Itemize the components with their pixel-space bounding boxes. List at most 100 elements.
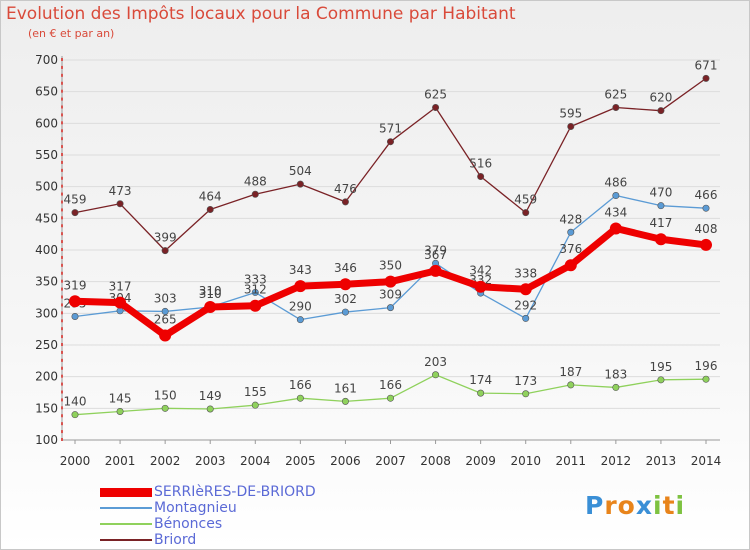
point-b-nonces-2006 (341, 397, 349, 405)
legend-label-serrieres: SERRIèRES-DE-BRIORD (154, 484, 316, 500)
y-minor-tick (61, 81, 63, 85)
series-montagnieu: 2953043033103332903023093793322924284864… (64, 176, 717, 324)
y-minor-tick (61, 406, 63, 410)
data-label-briord-2004: 488 (244, 174, 267, 188)
point-b-nonces-2010 (522, 390, 530, 398)
y-minor-tick (61, 382, 63, 386)
data-label-montagnieu-2011: 428 (559, 212, 582, 226)
data-label-briord-2006: 476 (334, 182, 357, 196)
data-label-serri-res-de-briord-2014: 408 (695, 222, 718, 236)
point-briord-2013 (657, 107, 665, 115)
x-tick-label-2002: 2002 (150, 454, 181, 468)
y-tick-label-600: 600 (35, 116, 58, 130)
x-tick-label-2001: 2001 (105, 454, 136, 468)
y-minor-tick (61, 319, 63, 323)
data-label-briord-2011: 595 (559, 107, 582, 121)
logo-letter-p: P (585, 491, 605, 520)
y-minor-ticks (61, 58, 63, 441)
data-label-b-nonces-2001: 145 (109, 392, 132, 406)
y-minor-tick (61, 414, 63, 418)
y-minor-tick (61, 279, 63, 283)
data-label-serri-res-de-briord-2008: 367 (424, 248, 447, 262)
y-minor-tick (61, 422, 63, 426)
y-tick-label-300: 300 (35, 306, 58, 320)
y-minor-tick (61, 176, 63, 180)
data-label-serri-res-de-briord-2012: 434 (604, 205, 627, 219)
data-label-montagnieu-2004: 333 (244, 272, 267, 286)
x-tick-label-2014: 2014 (691, 454, 722, 468)
y-minor-tick (61, 129, 63, 133)
proxiti-logo: Proxiti (585, 491, 685, 520)
legend-swatch-benonces (100, 523, 152, 525)
data-label-briord-2005: 504 (289, 164, 312, 178)
data-label-briord-2013: 620 (649, 91, 672, 105)
point-serri-res-de-briord-2006 (339, 278, 352, 291)
point-serri-res-de-briord-2005 (294, 280, 307, 293)
point-b-nonces-2004 (251, 401, 259, 409)
data-label-montagnieu-2006: 302 (334, 292, 357, 306)
point-montagnieu-2004 (251, 288, 259, 296)
point-serri-res-de-briord-2011 (564, 259, 577, 272)
legend-label-montagnieu: Montagnieu (154, 500, 237, 516)
point-b-nonces-2002 (161, 404, 169, 412)
x-tick-label-2006: 2006 (330, 454, 361, 468)
point-montagnieu-2014 (702, 204, 710, 212)
y-tick-label-250: 250 (35, 338, 58, 352)
x-tick-label-2008: 2008 (420, 454, 451, 468)
point-b-nonces-2009 (477, 389, 485, 397)
y-minor-tick (61, 335, 63, 339)
data-label-serri-res-de-briord-2011: 376 (559, 242, 582, 256)
y-tick-label-550: 550 (35, 148, 58, 162)
point-montagnieu-2010 (522, 314, 530, 322)
data-label-serri-res-de-briord-2002: 265 (154, 313, 177, 327)
point-briord-2005 (296, 180, 304, 188)
y-minor-tick (61, 200, 63, 204)
series-b-nonces: 140 145 150 149 155 166 161 166 203 174 173 187 183 1… (64, 355, 718, 419)
point-montagnieu-2007 (386, 304, 394, 312)
y-minor-tick (61, 350, 63, 354)
point-montagnieu-2005 (296, 316, 304, 324)
point-serri-res-de-briord-2000 (69, 295, 81, 308)
y-minor-tick (61, 438, 63, 441)
x-tick-label-2007: 2007 (375, 454, 406, 468)
y-minor-tick (61, 255, 63, 259)
data-label-b-nonces-2000: 140 (64, 395, 87, 409)
data-label-b-nonces-2014: 196 (695, 359, 718, 373)
point-briord-2003 (206, 205, 214, 213)
y-minor-tick (61, 311, 63, 315)
data-label-b-nonces-2003: 149 (199, 389, 222, 403)
point-briord-2008 (432, 104, 440, 112)
data-label-serri-res-de-briord-2006: 346 (334, 261, 357, 275)
point-briord-2009 (477, 173, 485, 181)
y-tick-label-650: 650 (35, 85, 58, 99)
point-serri-res-de-briord-2004 (249, 299, 262, 312)
y-minor-tick (61, 398, 63, 402)
point-serri-res-de-briord-2001 (114, 296, 127, 309)
y-minor-tick (61, 248, 63, 251)
legend-swatch-briord (100, 539, 152, 541)
x-tick-label-2011: 2011 (556, 454, 587, 468)
point-b-nonces-2003 (206, 405, 214, 413)
data-label-briord-2000: 459 (64, 193, 87, 207)
data-label-b-nonces-2013: 195 (649, 360, 672, 374)
data-label-b-nonces-2011: 187 (559, 365, 582, 379)
point-b-nonces-2005 (296, 394, 304, 402)
y-tick-label-450: 450 (35, 211, 58, 225)
y-minor-tick (61, 240, 63, 244)
data-label-montagnieu-2012: 486 (604, 176, 627, 190)
y-minor-tick (61, 390, 63, 394)
x-tick-label-2010: 2010 (510, 454, 541, 468)
data-label-b-nonces-2012: 183 (604, 367, 627, 381)
point-montagnieu-2011 (567, 228, 575, 236)
point-b-nonces-2000 (71, 411, 79, 419)
legend-swatch-montagnieu (100, 507, 152, 509)
data-label-montagnieu-2013: 470 (649, 186, 672, 200)
data-label-b-nonces-2002: 150 (154, 388, 177, 402)
y-minor-tick (61, 89, 63, 93)
point-b-nonces-2013 (657, 376, 665, 384)
point-b-nonces-2007 (386, 394, 394, 402)
point-briord-2007 (386, 138, 394, 146)
y-minor-tick (61, 121, 63, 125)
y-tick-label-200: 200 (35, 370, 58, 384)
